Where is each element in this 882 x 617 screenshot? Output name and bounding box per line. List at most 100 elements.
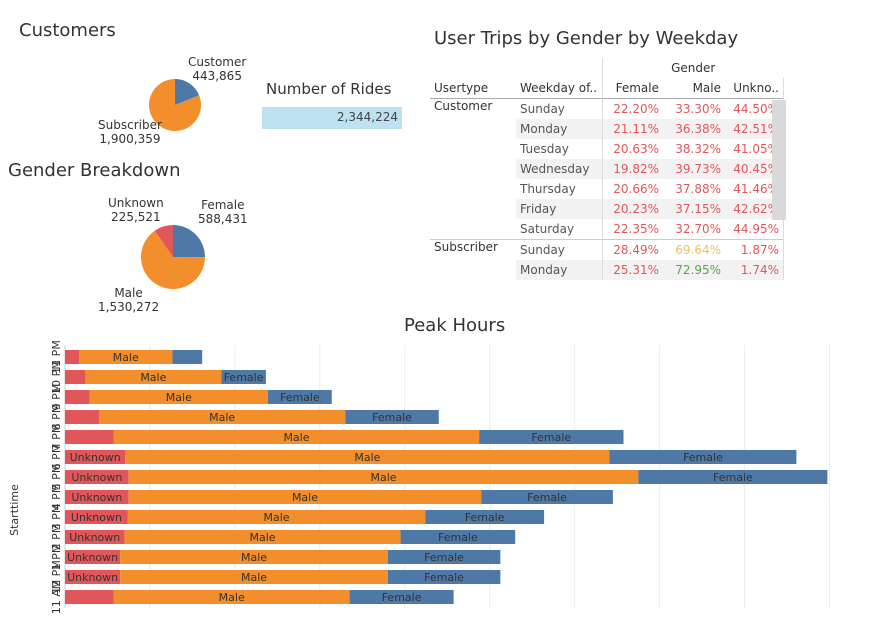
- customer-label: Customer: [188, 55, 247, 69]
- bar-segment-female[interactable]: [479, 430, 624, 444]
- bar-segment-unknown[interactable]: [65, 550, 121, 564]
- bar-segment-male[interactable]: [128, 470, 639, 484]
- gender-title: Gender Breakdown: [8, 160, 181, 181]
- male-cell: 33.30%: [675, 102, 721, 116]
- male-label: Male: [114, 286, 143, 300]
- bar-segment-unknown[interactable]: [65, 350, 80, 364]
- male-cell: 38.32%: [675, 142, 721, 156]
- bar-label: Female: [424, 551, 464, 564]
- bar-segment-unknown[interactable]: [65, 450, 126, 464]
- col-usertype[interactable]: Usertype: [434, 81, 489, 95]
- subscriber-slice-label: Subscriber 1,900,359: [98, 118, 162, 146]
- bar-segment-male[interactable]: [125, 450, 610, 464]
- bar-segment-unknown[interactable]: [65, 490, 129, 504]
- female-value: 588,431: [198, 212, 248, 226]
- bar-segment-male[interactable]: [79, 350, 173, 364]
- bar-label: Male: [113, 351, 139, 364]
- table-row[interactable]: Monday 25.31% 72.95% 1.74%: [430, 260, 784, 280]
- bar-segment-unknown[interactable]: [65, 510, 128, 524]
- pie-slice-customer[interactable]: [175, 79, 200, 105]
- unknown-cell: 1.87%: [725, 239, 784, 260]
- usertype-cell: Subscriber: [430, 239, 516, 260]
- bar-segment-male[interactable]: [98, 410, 346, 424]
- table-row[interactable]: Customer Sunday 22.20% 33.30% 44.50%: [430, 98, 784, 119]
- col-weekday[interactable]: Weekday of..: [520, 81, 598, 95]
- bar-label: Female: [224, 371, 264, 384]
- bar-label: Male: [241, 551, 267, 564]
- trips-table-title: User Trips by Gender by Weekday: [434, 28, 739, 49]
- bar-label: Female: [683, 451, 723, 464]
- bar-segment-unknown[interactable]: [65, 390, 90, 404]
- bar-segment-female[interactable]: [221, 370, 266, 384]
- bar-segment-male[interactable]: [120, 570, 388, 584]
- male-cell: 39.73%: [663, 159, 725, 179]
- bar-segment-female[interactable]: [172, 350, 203, 364]
- weekday-cell: Friday: [516, 199, 603, 219]
- col-female[interactable]: Female: [602, 78, 663, 99]
- bar-label: Male: [166, 391, 192, 404]
- bar-label: Unknown: [67, 551, 118, 564]
- bar-segment-female[interactable]: [425, 510, 545, 524]
- bar-segment-female[interactable]: [387, 570, 501, 584]
- col-unknown[interactable]: Unkno..: [725, 78, 784, 99]
- bar-segment-unknown[interactable]: [65, 430, 114, 444]
- male-cell: 36.38%: [663, 119, 725, 139]
- bar-label: Male: [354, 451, 380, 464]
- bar-segment-male[interactable]: [120, 550, 388, 564]
- blank-cell: [430, 58, 516, 78]
- blank-cell: [516, 58, 603, 78]
- bar-label: Unknown: [71, 491, 122, 504]
- bar-segment-unknown[interactable]: [65, 470, 129, 484]
- bar-segment-female[interactable]: [638, 470, 828, 484]
- y-tick-label: 10 PM: [50, 360, 63, 394]
- pie-slice-male[interactable]: [141, 230, 205, 289]
- bar-segment-male[interactable]: [113, 430, 480, 444]
- bar-segment-male[interactable]: [113, 590, 350, 604]
- pie-slice-unknown[interactable]: [154, 225, 173, 257]
- bar-label: Male: [219, 591, 245, 604]
- bar-segment-male[interactable]: [127, 510, 426, 524]
- bar-segment-female[interactable]: [609, 450, 797, 464]
- pie-slice-female[interactable]: [173, 225, 205, 258]
- table-row[interactable]: Monday 21.11% 36.38% 42.51%: [430, 119, 784, 139]
- bar-segment-male[interactable]: [89, 390, 269, 404]
- bar-segment-unknown[interactable]: [65, 530, 125, 544]
- bar-label: Unknown: [67, 571, 118, 584]
- customers-pie: [149, 79, 201, 131]
- table-row[interactable]: Friday 20.23% 37.15% 42.62%: [430, 199, 784, 219]
- col-male[interactable]: Male: [692, 81, 721, 95]
- female-cell: 22.20%: [602, 98, 663, 119]
- bar-segment-unknown[interactable]: [65, 410, 99, 424]
- table-row[interactable]: Thursday 20.66% 37.88% 41.46%: [430, 179, 784, 199]
- bar-label: Male: [249, 531, 275, 544]
- usertype-cell: [430, 199, 516, 219]
- bar-segment-male[interactable]: [85, 370, 222, 384]
- bar-segment-female[interactable]: [349, 590, 454, 604]
- bar-segment-female[interactable]: [268, 390, 332, 404]
- table-row[interactable]: Subscriber Sunday 28.49% 69.64% 1.87%: [430, 239, 784, 260]
- bar-segment-female[interactable]: [345, 410, 439, 424]
- pie-slice-subscriber[interactable]: [149, 79, 201, 131]
- unknown-cell: 41.46%: [725, 179, 784, 199]
- bar-label: Female: [713, 471, 753, 484]
- bar-label: Female: [465, 511, 505, 524]
- unknown-label: Unknown: [108, 196, 164, 210]
- usertype-cell: [430, 179, 516, 199]
- bar-segment-male[interactable]: [128, 490, 482, 504]
- y-tick-label: 11 PM: [50, 340, 63, 374]
- table-row[interactable]: Wednesday 19.82% 39.73% 40.45%: [430, 159, 784, 179]
- bar-segment-female[interactable]: [400, 530, 516, 544]
- bar-segment-unknown[interactable]: [65, 590, 114, 604]
- bar-segment-female[interactable]: [481, 490, 613, 504]
- y-tick-label: 2 PM: [50, 524, 63, 551]
- table-scrollbar[interactable]: [772, 100, 786, 220]
- customer-slice-label: Customer 443,865: [188, 55, 246, 83]
- bar-label: Male: [263, 511, 289, 524]
- bar-segment-male[interactable]: [124, 530, 401, 544]
- table-row[interactable]: Tuesday 20.63% 38.32% 41.05%: [430, 139, 784, 159]
- bar-segment-unknown[interactable]: [65, 570, 121, 584]
- bar-segment-female[interactable]: [387, 550, 501, 564]
- female-cell: 19.82%: [602, 159, 663, 179]
- bar-segment-unknown[interactable]: [65, 370, 86, 384]
- table-row[interactable]: Saturday 22.35% 32.70% 44.95%: [430, 219, 784, 240]
